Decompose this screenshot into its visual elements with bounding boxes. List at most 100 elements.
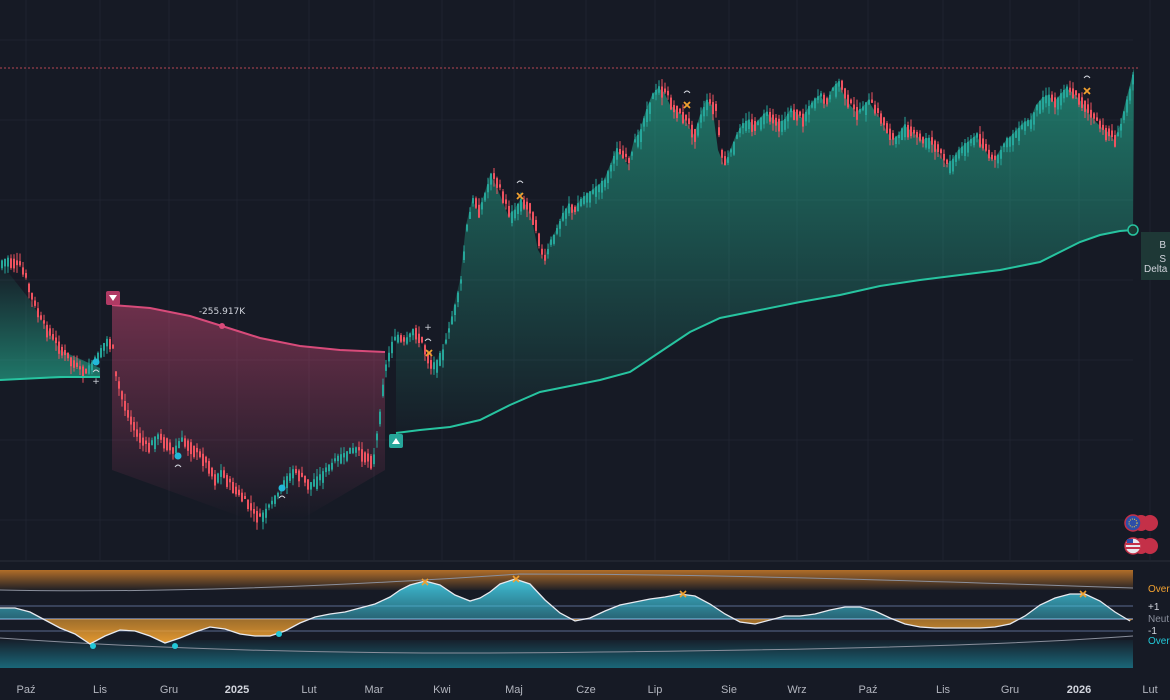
candle [517, 203, 519, 214]
us-flag-icon[interactable] [1124, 537, 1158, 555]
candle [283, 480, 285, 487]
candle [688, 118, 690, 125]
candle [643, 118, 645, 127]
candle [922, 137, 924, 144]
candle [364, 452, 366, 463]
candle [1090, 109, 1092, 118]
candle [799, 111, 801, 116]
candle [841, 80, 843, 90]
candle [49, 328, 51, 336]
time-axis-label: Lip [648, 684, 663, 696]
candle [685, 114, 687, 121]
candle [307, 479, 309, 490]
candle [1078, 93, 1080, 105]
down-triangle-icon [109, 295, 117, 301]
candle [109, 339, 111, 350]
candle [484, 193, 486, 201]
candle [652, 93, 654, 99]
candle [409, 333, 411, 338]
candle [559, 221, 561, 229]
candle [625, 153, 627, 157]
candle [712, 102, 714, 115]
candle [808, 106, 810, 115]
candle [1081, 97, 1083, 108]
candle [925, 137, 927, 148]
candle [532, 212, 534, 225]
candle [877, 108, 879, 114]
candle [397, 334, 399, 343]
trend-end-icon[interactable] [1127, 224, 1139, 236]
candle [589, 191, 591, 203]
candle [292, 469, 294, 479]
candle [958, 149, 960, 159]
candle [1108, 128, 1110, 137]
candle [508, 206, 510, 217]
candle [658, 86, 660, 93]
time-axis-label: Sie [721, 684, 737, 696]
signal-markers: -255.917K + + [92, 75, 1139, 499]
orange-x-marker [1083, 87, 1091, 95]
candle [757, 121, 759, 126]
candle [601, 180, 603, 193]
osc-dot-marker [276, 631, 282, 637]
candle [25, 273, 27, 278]
candle [373, 454, 375, 465]
candle [472, 198, 474, 204]
time-axis-label: Lis [936, 684, 951, 696]
candle [580, 198, 582, 207]
candle [595, 186, 597, 197]
candle [43, 320, 45, 324]
candle [817, 96, 819, 100]
bull-fill [0, 262, 100, 380]
candle [304, 475, 306, 483]
candle [835, 83, 837, 97]
time-axis[interactable]: Paź Lis Gru 2025 Lut Mar Kwi Maj Cze Lip Sie Wrz Paź… [17, 684, 1158, 696]
candle [298, 470, 300, 482]
candle [970, 139, 972, 144]
candle [466, 224, 468, 231]
candle [325, 467, 327, 473]
candle [934, 140, 936, 152]
candle [175, 445, 177, 454]
time-axis-label: Mar [365, 684, 384, 696]
candle [1099, 120, 1101, 129]
candle [202, 453, 204, 466]
candle [868, 99, 870, 105]
candle [10, 258, 12, 268]
candle [574, 206, 576, 213]
candle [355, 447, 357, 453]
cyan-dot-marker [278, 484, 286, 492]
candle [73, 360, 75, 368]
candle [286, 476, 288, 489]
candle [763, 113, 765, 125]
oscillator-fill-down [0, 619, 1133, 644]
orange-x-marker [683, 101, 691, 109]
candle [1084, 100, 1086, 112]
candle [295, 469, 297, 474]
candle [31, 293, 33, 300]
eu-flag-icon[interactable] [1124, 514, 1158, 532]
curve-arrow-icon [424, 338, 432, 342]
candle [670, 97, 672, 110]
time-axis-label: 2025 [225, 684, 249, 696]
candle [451, 316, 453, 325]
time-axis-label: Paź [859, 684, 878, 696]
candle [556, 228, 558, 234]
candle [766, 111, 768, 116]
candle [493, 173, 495, 179]
candle [898, 134, 900, 139]
candle [340, 454, 342, 464]
candle [739, 128, 741, 134]
upper-envelope [0, 573, 1133, 592]
candle [433, 362, 435, 370]
candle [793, 109, 795, 121]
candle [7, 257, 9, 267]
candle [1045, 95, 1047, 104]
candle [316, 476, 318, 490]
candle [349, 447, 351, 454]
candle [1102, 124, 1104, 130]
candle [97, 352, 99, 364]
